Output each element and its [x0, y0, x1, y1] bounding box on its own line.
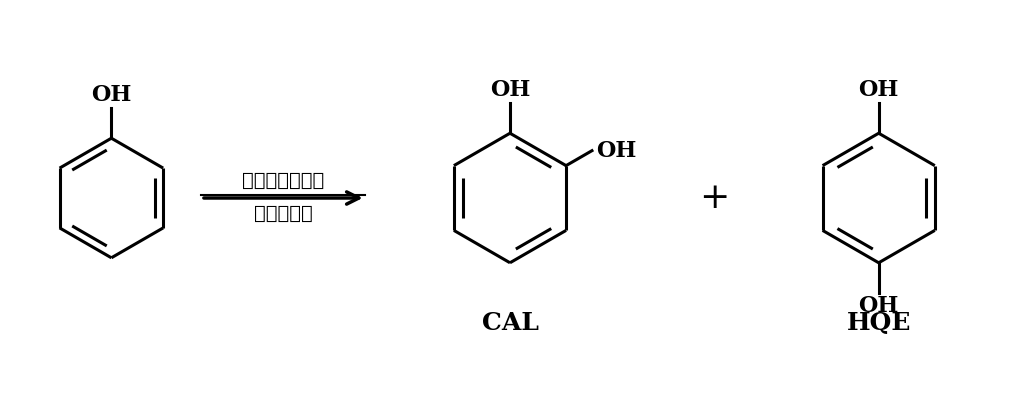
Text: OH: OH	[595, 140, 636, 162]
Text: 催化剂，双氧水: 催化剂，双氧水	[243, 171, 325, 190]
Text: OH: OH	[489, 79, 530, 101]
Text: CAL: CAL	[481, 310, 539, 335]
Text: 溶剂，光照: 溶剂，光照	[254, 204, 312, 223]
Text: OH: OH	[91, 84, 131, 106]
Text: HQE: HQE	[846, 310, 911, 335]
Text: +: +	[699, 181, 730, 215]
Text: OH: OH	[858, 295, 899, 317]
Text: OH: OH	[858, 79, 899, 101]
